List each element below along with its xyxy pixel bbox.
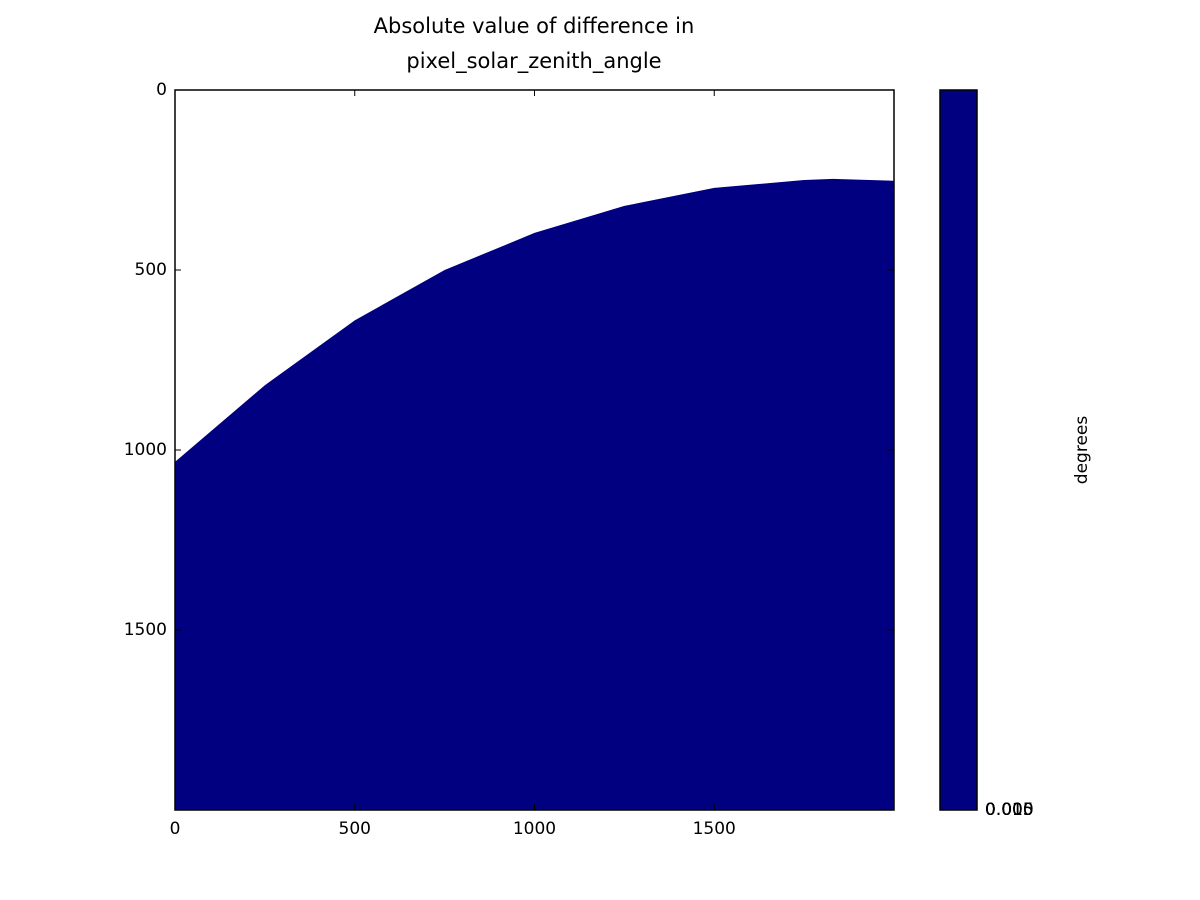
colorbar-tick-label: 0.005: [985, 800, 1034, 820]
y-tick-label: 500: [135, 260, 167, 280]
x-tick-label: 500: [339, 819, 371, 839]
y-tick-label: 1000: [124, 440, 167, 460]
colorbar-tick-label: 0.015: [985, 800, 1034, 820]
x-tick-label: 0: [170, 819, 181, 839]
colorbar: [939, 89, 978, 811]
colorbar-tick-label: 0.010: [985, 800, 1034, 820]
colorbar-label: degrees: [1072, 416, 1092, 485]
y-tick-label: 1500: [124, 620, 167, 640]
chart-title: Absolute value of difference in: [374, 14, 695, 38]
chart-title: pixel_solar_zenith_angle: [406, 49, 661, 74]
x-tick-label: 1500: [693, 819, 736, 839]
y-tick-label: 0: [156, 80, 167, 100]
colorbar-tick-label: 0.000: [985, 800, 1034, 820]
x-tick-label: 1000: [513, 819, 556, 839]
image-region: [175, 178, 894, 811]
